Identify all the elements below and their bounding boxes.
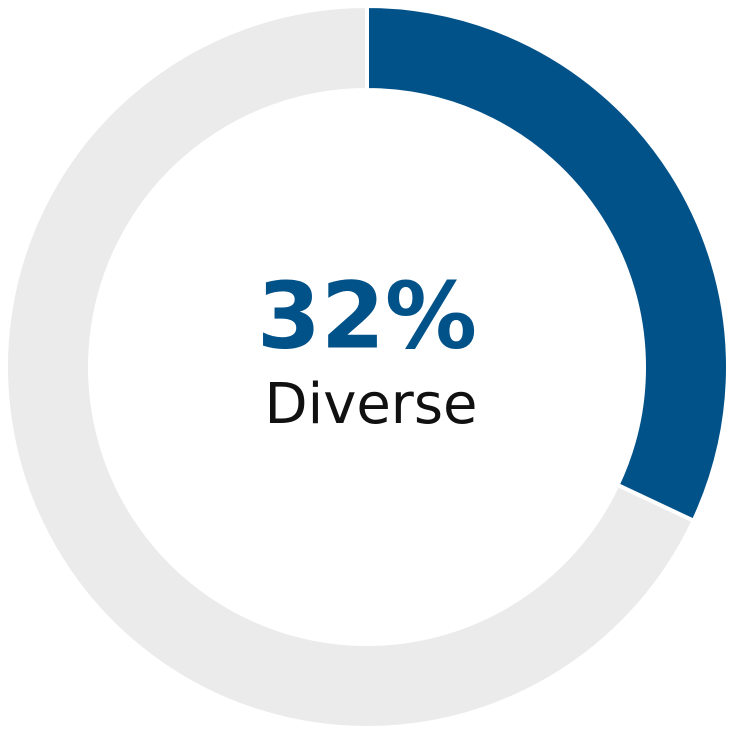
center-label: Diverse	[265, 372, 478, 437]
donut-segment	[365, 3, 730, 524]
center-value: 32%	[257, 262, 477, 369]
donut-segment	[4, 3, 697, 730]
